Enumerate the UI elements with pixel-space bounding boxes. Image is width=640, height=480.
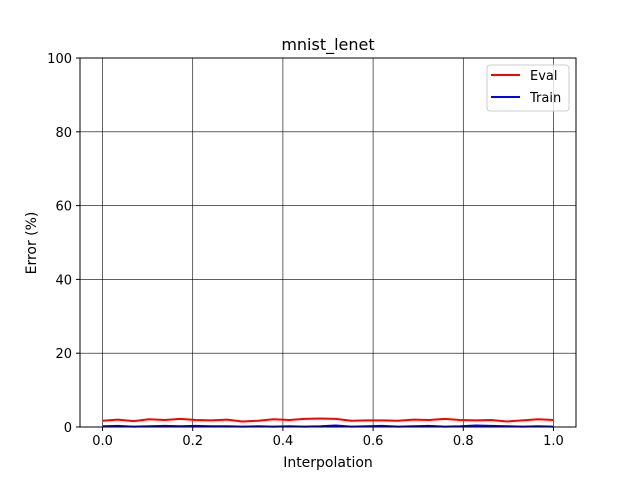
x-tick-label: 1.0 (543, 434, 564, 449)
x-tick-label: 0.6 (363, 434, 384, 449)
series-line-eval (102, 417, 554, 423)
x-tick-label: 0.4 (273, 434, 294, 449)
legend: Eval Train (486, 64, 570, 112)
y-tick-label: 100 (47, 52, 72, 67)
x-axis-label: Interpolation (283, 455, 373, 471)
series-line-train (102, 424, 554, 428)
x-axis-ticks: 0.0 0.2 0.4 0.6 0.8 1.0 (92, 427, 564, 449)
y-tick-label: 0 (64, 421, 72, 436)
x-tick-label: 0.2 (182, 434, 203, 449)
y-axis-label: Error (%) (24, 212, 40, 275)
y-tick-label: 60 (55, 200, 72, 215)
x-tick-label: 0.0 (92, 434, 113, 449)
series-layer (102, 417, 554, 428)
grid-layer (80, 57, 576, 428)
plot-area-frame (79, 57, 577, 428)
chart-title: mnist_lenet (281, 35, 374, 55)
legend-eval-label: Eval (530, 69, 558, 84)
y-axis-ticks: 0 20 40 60 80 100 (47, 52, 80, 436)
y-tick-label: 20 (55, 347, 72, 362)
legend-train-label: Train (529, 91, 561, 106)
y-tick-label: 40 (55, 273, 72, 288)
legend-box (486, 64, 570, 112)
x-tick-label: 0.8 (453, 434, 474, 449)
y-tick-label: 80 (55, 126, 72, 141)
